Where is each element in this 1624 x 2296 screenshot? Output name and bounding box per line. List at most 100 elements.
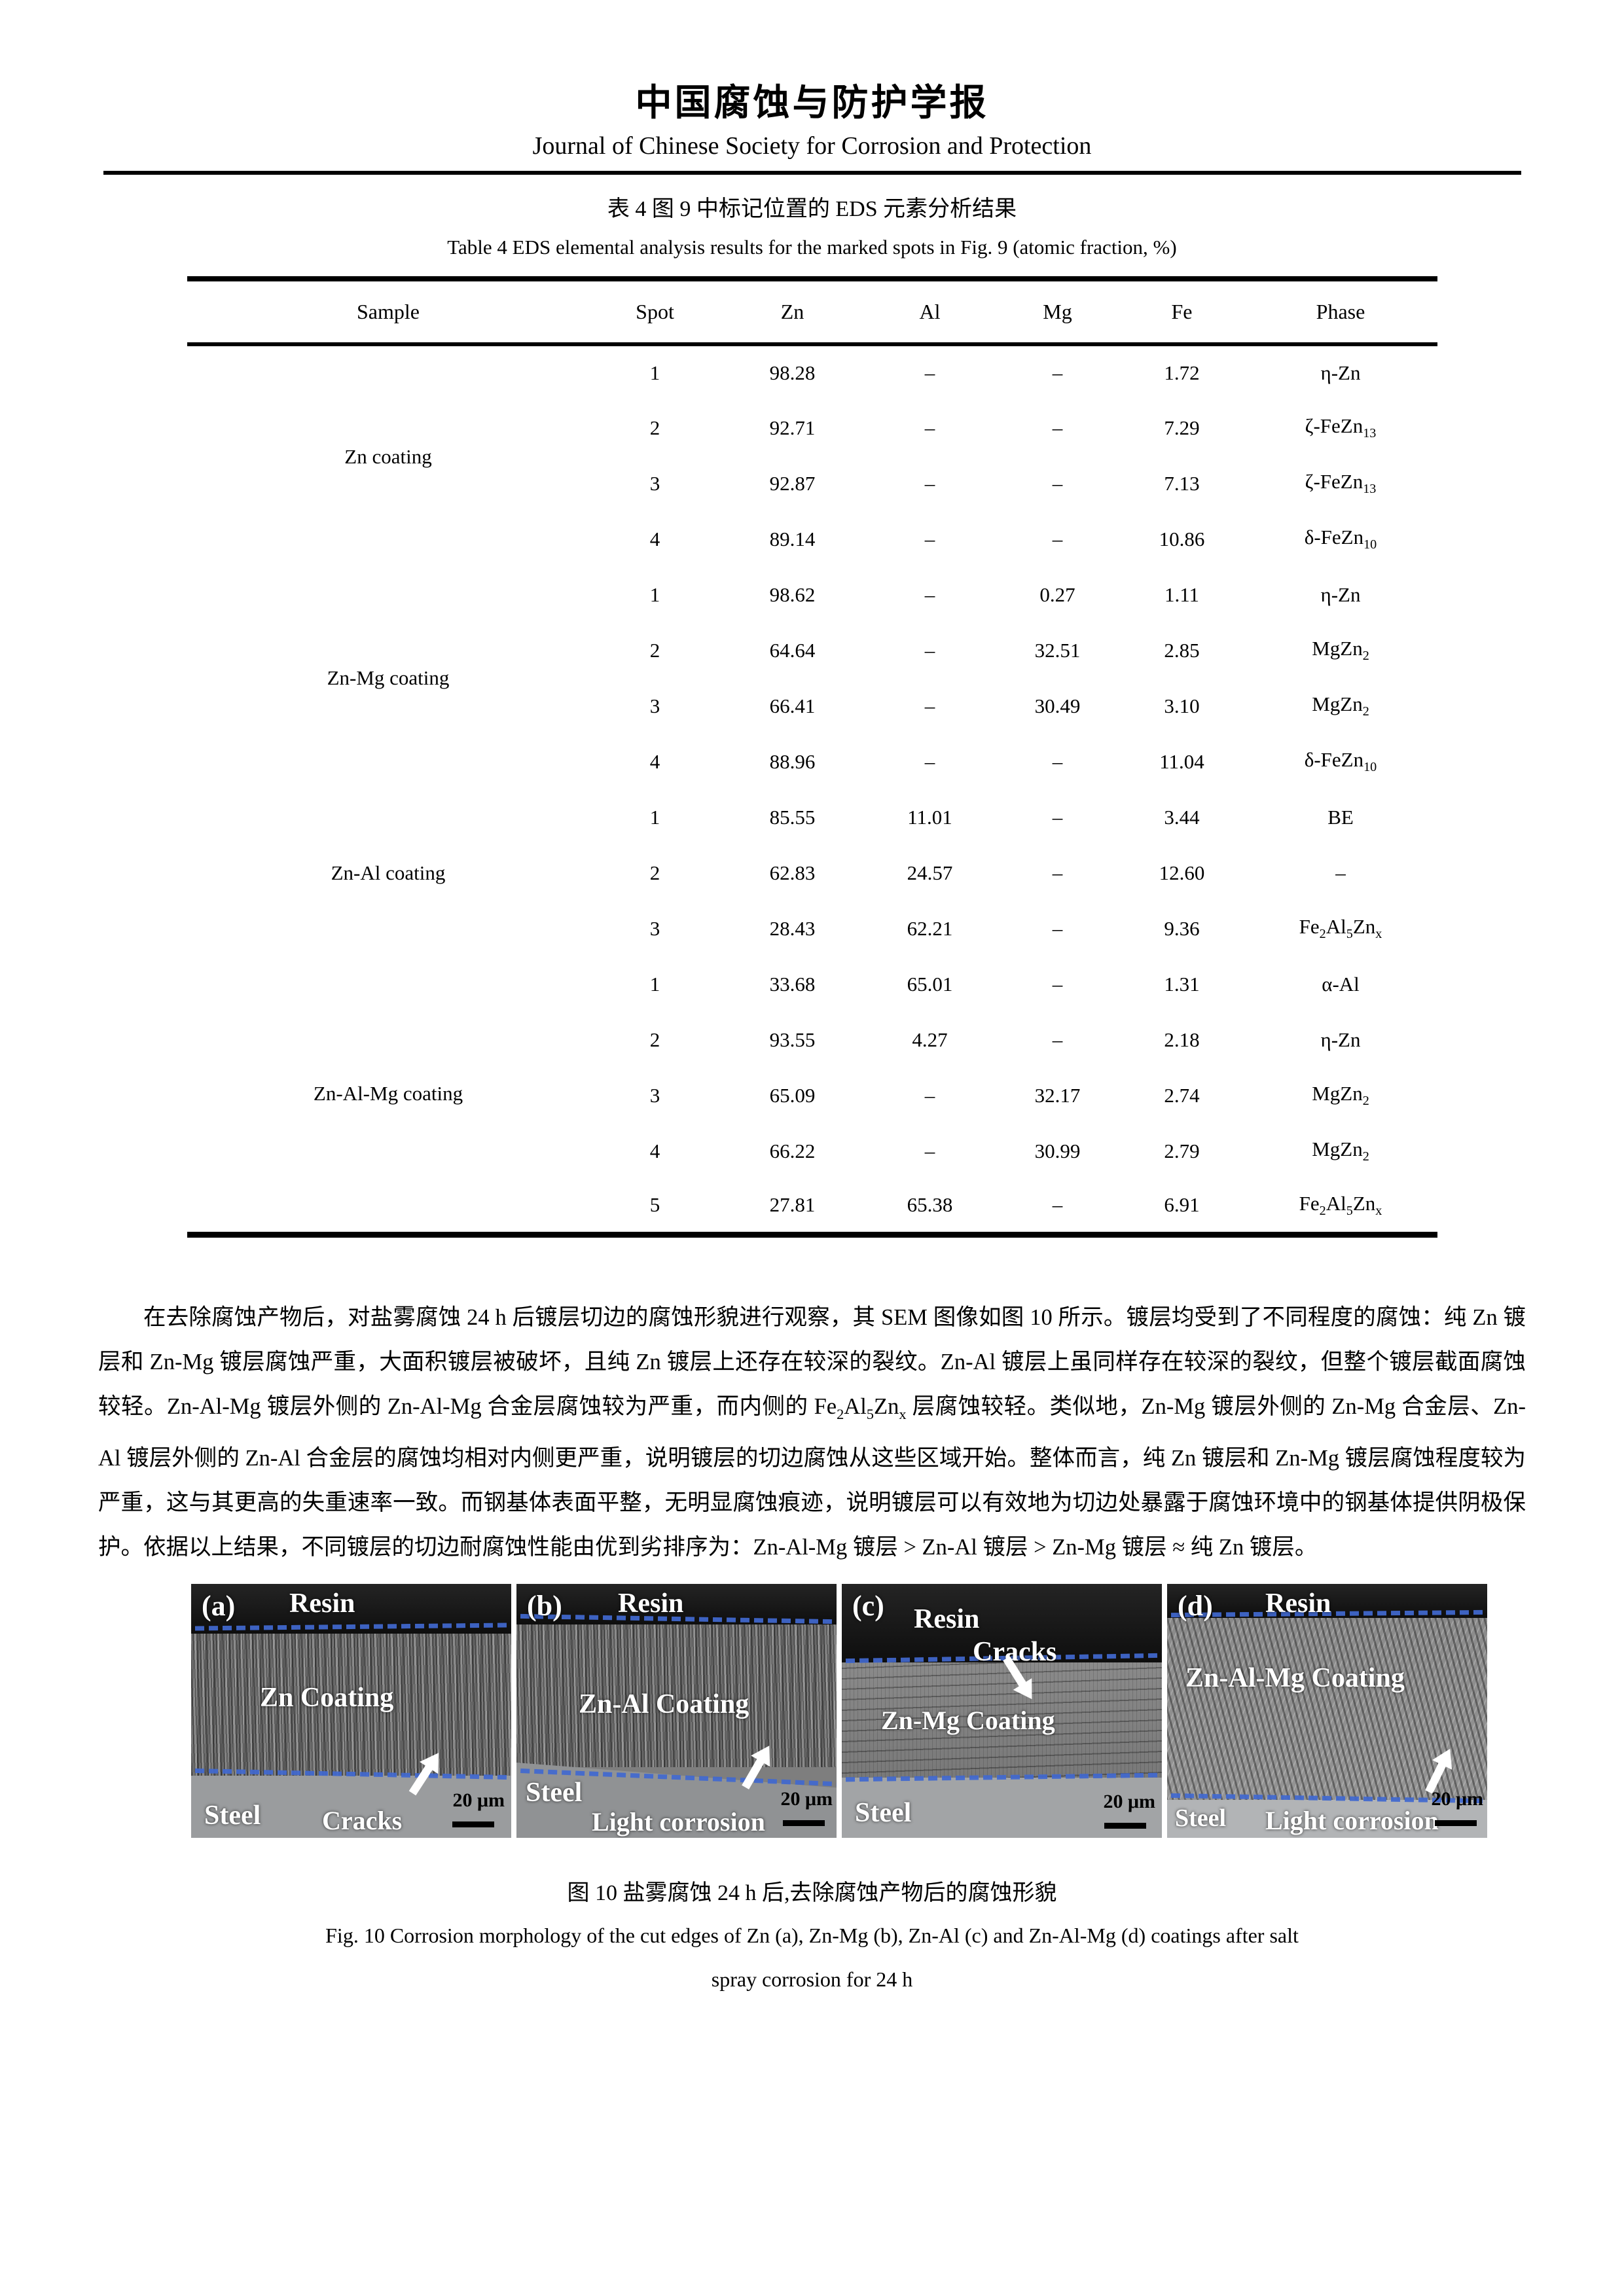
table-row: 4 89.14 – – 10.86 δ-FeZn10 [187, 511, 1437, 567]
value-cell: – [924, 361, 935, 384]
panel-letter-label: (a) [202, 1590, 236, 1623]
column-header-sample: Sample [187, 279, 590, 346]
spot-cell: 1 [649, 361, 660, 384]
figure-panel-b: (b) Resin Zn-Al Coating Steel Light corr… [516, 1584, 837, 1839]
resin-label: Resin [289, 1588, 355, 1619]
value-cell: – [924, 471, 935, 495]
panel-letter-label: (d) [1178, 1590, 1213, 1623]
value-cell: – [1052, 471, 1063, 495]
arrow-icon [408, 1753, 439, 1796]
table-row: 3 28.43 62.21 – 9.36 Fe2Al5Znx [187, 901, 1437, 956]
table-header-row: Sample Spot Zn Al Mg Fe Phase [187, 279, 1437, 346]
value-cell: 2.85 [1164, 638, 1200, 662]
scale-label: 20 μm [1431, 1788, 1484, 1810]
coating-region [191, 1630, 511, 1778]
value-cell: 3.44 [1164, 805, 1200, 829]
coating-label: Zn-Mg Coating [881, 1706, 1055, 1736]
value-cell: 11.01 [907, 805, 952, 829]
panel-letter-label: (b) [527, 1590, 562, 1623]
value-cell: 66.22 [769, 1139, 816, 1162]
resin-label: Resin [1265, 1588, 1331, 1619]
spot-cell: 4 [649, 527, 660, 550]
value-cell: 64.64 [769, 638, 816, 662]
value-cell: – [1052, 416, 1063, 439]
value-cell: – [1052, 1028, 1063, 1051]
value-cell: – [924, 749, 935, 773]
value-cell: 1.31 [1164, 972, 1200, 996]
value-cell: – [1052, 527, 1063, 550]
value-cell: – [1052, 861, 1063, 884]
figure-panel-a: (a) Resin Zn Coating Steel Cracks 20 μm [191, 1584, 511, 1839]
value-cell: – [1052, 1193, 1063, 1217]
table-row: Zn-Al-Mg coating 1 33.68 65.01 – 1.31 α-Al [187, 956, 1437, 1105]
coating-region [842, 1657, 1162, 1782]
value-cell: 89.14 [769, 527, 816, 550]
steel-label: Steel [1175, 1804, 1227, 1833]
figure-panel-c: (c) Resin Zn-Mg Coating Steel Cracks 20 … [842, 1584, 1162, 1839]
journal-title-zh: 中国腐蚀与防护学报 [635, 83, 989, 124]
value-cell: – [924, 638, 935, 662]
spot-cell: 2 [649, 1028, 660, 1051]
column-header-phase: Phase [1244, 279, 1437, 346]
value-cell: – [924, 416, 935, 439]
steel-label: Steel [526, 1778, 583, 1808]
steel-region [191, 1776, 511, 1839]
resin-region [1167, 1584, 1487, 1619]
cracks-annotation-label: Cracks [973, 1637, 1057, 1668]
phase-cell: Fe2Al5Znx [1299, 1191, 1382, 1218]
column-header-mg: Mg [995, 279, 1120, 346]
value-cell: – [1052, 972, 1063, 996]
phase-cell: α-Al [1322, 972, 1360, 996]
spot-cell: 2 [649, 638, 660, 662]
value-cell: – [924, 583, 935, 606]
value-cell: 2.18 [1164, 1028, 1200, 1051]
coating-label: Zn Coating [260, 1683, 394, 1713]
spot-cell: 1 [649, 805, 660, 829]
arrow-icon [1425, 1749, 1453, 1795]
phase-cell: MgZn2 [1312, 1137, 1369, 1164]
phase-cell: η-Zn [1320, 583, 1361, 606]
spot-cell: 3 [649, 694, 660, 717]
table-caption-en: Table 4 EDS elemental analysis results f… [447, 236, 1177, 259]
journal-title-en: Journal of Chinese Society for Corrosion… [532, 132, 1092, 160]
scale-bar [1435, 1820, 1477, 1827]
coating-region [516, 1621, 837, 1768]
spot-cell: 2 [649, 416, 660, 439]
resin-region [191, 1584, 511, 1634]
sample-cell: Zn-Mg coating [327, 666, 450, 689]
value-cell: 85.55 [769, 805, 816, 829]
value-cell: 28.43 [769, 916, 816, 940]
value-cell: 32.51 [1034, 638, 1081, 662]
scale-label: 20 μm [452, 1789, 505, 1812]
value-cell: 93.55 [769, 1028, 816, 1051]
value-cell: 7.29 [1164, 416, 1200, 439]
phase-cell: Fe2Al5Znx [1299, 914, 1382, 942]
table-caption-zh: 表 4 图 9 中标记位置的 EDS 元素分析结果 [607, 197, 1017, 221]
cracks-annotation-label: Cracks [322, 1806, 403, 1836]
value-cell: – [924, 1139, 935, 1162]
value-cell: – [1052, 916, 1063, 940]
spot-cell: 3 [649, 471, 660, 495]
value-cell: – [924, 694, 935, 717]
table-row: 2 93.55 4.27 – 2.18 η-Zn [187, 1012, 1437, 1067]
phase-cell: MgZn2 [1312, 692, 1369, 719]
spot-cell: 4 [649, 1139, 660, 1162]
phase-cell: η-Zn [1320, 361, 1361, 384]
phase-cell: BE [1327, 805, 1354, 829]
arrow-icon [742, 1746, 770, 1790]
spot-cell: 3 [649, 1083, 660, 1107]
value-cell: 65.38 [907, 1193, 953, 1217]
light-corrosion-annotation-label: Light corrosion [1265, 1806, 1439, 1836]
scale-label: 20 μm [1103, 1791, 1156, 1813]
value-cell: 24.57 [907, 861, 953, 884]
figure-panel-d: (d) Resin Zn-Al-Mg Coating Steel Light c… [1167, 1584, 1487, 1839]
header-rule [103, 171, 1521, 175]
value-cell: 62.83 [769, 861, 816, 884]
coating-region [1167, 1614, 1487, 1804]
value-cell: 92.87 [769, 471, 816, 495]
value-cell: 4.27 [912, 1028, 948, 1051]
value-cell: 92.71 [769, 416, 816, 439]
body-paragraph: 在去除腐蚀产物后，对盐雾腐蚀 24 h 后镀层切边的腐蚀形貌进行观察，其 SEM… [98, 1304, 1526, 1560]
resin-region [516, 1584, 837, 1625]
